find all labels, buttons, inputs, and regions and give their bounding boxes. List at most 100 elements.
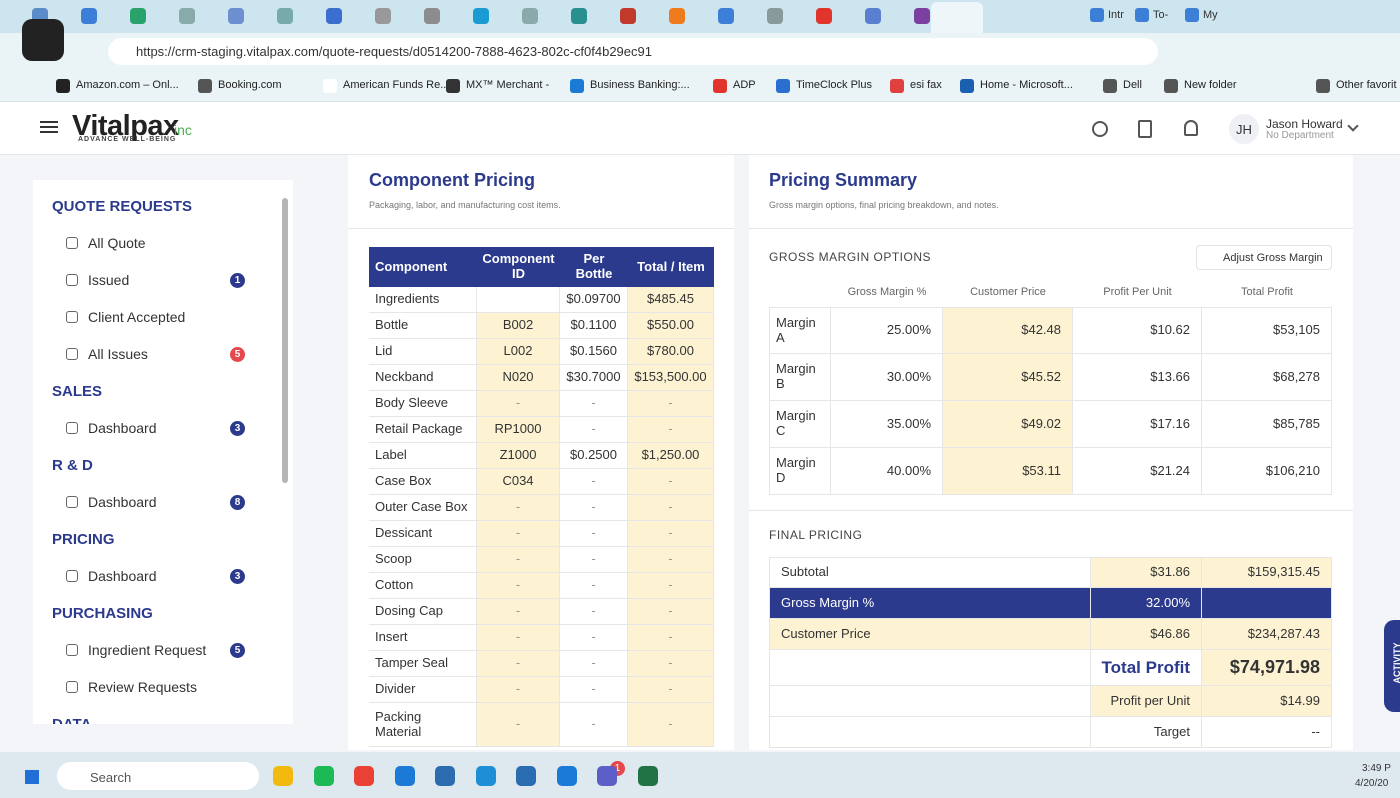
- bookmark[interactable]: ADP: [733, 79, 756, 91]
- bookmark[interactable]: esi fax: [910, 79, 942, 91]
- search-box[interactable]: [57, 762, 259, 790]
- table-cell: Margin B: [769, 354, 831, 401]
- theme-icon[interactable]: [1092, 121, 1108, 137]
- adjust-margin-button[interactable]: Adjust Gross Margin: [1196, 245, 1332, 270]
- bookmark[interactable]: Dell: [1123, 79, 1142, 91]
- bookmark-icon[interactable]: [323, 79, 337, 93]
- tab-title[interactable]: To-: [1153, 9, 1169, 21]
- active-tab[interactable]: [931, 2, 983, 33]
- bookmark-icon[interactable]: [1316, 79, 1330, 93]
- bookmark-icon[interactable]: [890, 79, 904, 93]
- user-name[interactable]: Jason Howard: [1266, 117, 1343, 131]
- nav-item[interactable]: All Issues: [88, 346, 148, 362]
- nav-item[interactable]: All Quote: [88, 235, 146, 251]
- table-cell: $13.66: [1073, 354, 1202, 401]
- tab-icon[interactable]: [914, 8, 930, 24]
- nav-section-title: QUOTE REQUESTS: [52, 198, 193, 215]
- nav-item[interactable]: Client Accepted: [88, 309, 186, 325]
- tab-icon[interactable]: [473, 8, 489, 24]
- tab-icon[interactable]: [816, 8, 832, 24]
- table-cell: -: [477, 677, 560, 703]
- bookmark[interactable]: Home - Microsoft...: [980, 79, 1073, 91]
- tab-icon[interactable]: [571, 8, 587, 24]
- table-header: Component ID: [477, 247, 560, 287]
- tab-icon[interactable]: [620, 8, 636, 24]
- nav-item[interactable]: Dashboard: [88, 494, 157, 510]
- taskbar-app[interactable]: [516, 766, 536, 786]
- taskbar-app[interactable]: [597, 766, 617, 786]
- tab-icon[interactable]: [228, 8, 244, 24]
- tab-icon[interactable]: [179, 8, 195, 24]
- tab-icon[interactable]: [522, 8, 538, 24]
- search-label[interactable]: Search: [90, 770, 132, 785]
- taskbar-app[interactable]: [637, 766, 658, 786]
- tab-title[interactable]: My: [1203, 9, 1218, 21]
- bookmark[interactable]: MX™ Merchant -: [466, 79, 550, 91]
- taskbar-app[interactable]: [435, 766, 455, 786]
- taskbar-app[interactable]: [394, 766, 415, 786]
- tab-icon[interactable]: [1090, 8, 1104, 22]
- activity-tab[interactable]: ACTIVITY: [1384, 620, 1400, 712]
- nav-item[interactable]: Issued: [88, 272, 130, 288]
- bookmark-icon[interactable]: [198, 79, 212, 93]
- card-title: Component Pricing: [369, 170, 535, 190]
- nav-item[interactable]: Dashboard: [88, 568, 157, 584]
- tab-icon[interactable]: [130, 8, 146, 24]
- scrollbar[interactable]: [282, 198, 288, 483]
- tab-icon[interactable]: [1135, 8, 1149, 22]
- activity-label[interactable]: ACTIVITY: [1392, 642, 1400, 684]
- taskbar-app[interactable]: [354, 766, 374, 786]
- address-row: https://crm-staging.vitalpax.com/quote-r…: [0, 19, 1400, 70]
- bookmark-icon[interactable]: [960, 79, 974, 93]
- taskbar-app[interactable]: [475, 766, 496, 786]
- tab-icon[interactable]: [277, 8, 293, 24]
- table-cell: [477, 287, 560, 313]
- tab-title[interactable]: Intr: [1108, 9, 1124, 21]
- url-bar[interactable]: [108, 38, 1158, 65]
- bookmark-icon[interactable]: [1103, 79, 1117, 93]
- taskbar-app[interactable]: [273, 766, 293, 786]
- nav-item[interactable]: Dashboard: [88, 420, 157, 436]
- logo[interactable]: Vitalpax: [72, 110, 179, 142]
- bookmark[interactable]: American Funds Re...: [343, 79, 450, 91]
- nav-item[interactable]: Ingredient Request: [88, 642, 207, 658]
- table-cell: -: [477, 651, 560, 677]
- table-cell: $42.48: [943, 307, 1073, 354]
- bookmark-icon[interactable]: [776, 79, 790, 93]
- avatar[interactable]: JH: [1229, 114, 1259, 144]
- bookmark-icon[interactable]: [446, 79, 460, 93]
- tab-icon[interactable]: [81, 8, 97, 24]
- table-cell: [769, 686, 1091, 717]
- nav-item[interactable]: Review Requests: [88, 679, 197, 695]
- url[interactable]: https://crm-staging.vitalpax.com/quote-r…: [136, 44, 652, 59]
- notes-icon[interactable]: [1138, 120, 1152, 138]
- bell-icon[interactable]: [1184, 120, 1198, 136]
- table-cell: -: [560, 677, 628, 703]
- taskbar-app[interactable]: [556, 766, 577, 786]
- tab-icon[interactable]: [767, 8, 783, 24]
- bookmark[interactable]: Booking.com: [218, 79, 282, 91]
- bookmark[interactable]: Amazon.com – Onl...: [76, 79, 179, 91]
- table-cell: Cotton: [369, 573, 477, 599]
- bookmark[interactable]: New folder: [1184, 79, 1237, 91]
- app-icon[interactable]: [22, 19, 64, 61]
- bookmark[interactable]: TimeClock Plus: [796, 79, 872, 91]
- taskbar-app[interactable]: [313, 766, 334, 786]
- bookmark-icon[interactable]: [713, 79, 727, 93]
- bookmark[interactable]: Business Banking:...: [590, 79, 690, 91]
- menu-icon[interactable]: [40, 121, 58, 123]
- bookmark-icon[interactable]: [570, 79, 584, 93]
- table-cell: B002: [477, 313, 560, 339]
- start-button[interactable]: [22, 767, 42, 787]
- tab-icon[interactable]: [424, 8, 440, 24]
- bookmark-icon[interactable]: [1164, 79, 1178, 93]
- bookmark-icon[interactable]: [56, 79, 70, 93]
- tab-icon[interactable]: [669, 8, 685, 24]
- tab-icon[interactable]: [865, 8, 881, 24]
- tab-icon[interactable]: [718, 8, 734, 24]
- user-menu-caret[interactable]: [1347, 120, 1359, 132]
- tab-icon[interactable]: [375, 8, 391, 24]
- tab-icon[interactable]: [1185, 8, 1199, 22]
- bookmark[interactable]: Other favorit: [1336, 79, 1397, 91]
- tab-icon[interactable]: [326, 8, 342, 24]
